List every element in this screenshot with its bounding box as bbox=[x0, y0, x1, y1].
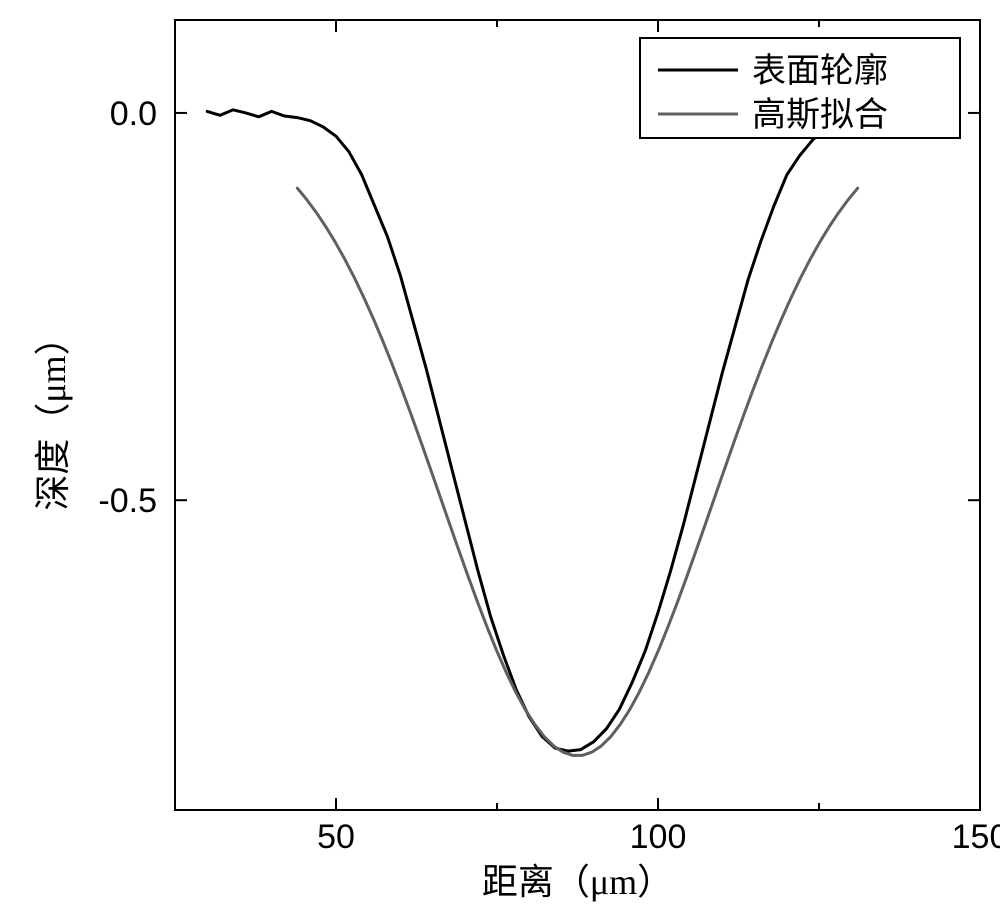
series-gaussian_fit bbox=[297, 188, 857, 755]
y-ticks-major bbox=[175, 113, 980, 500]
series-surface_profile bbox=[207, 110, 915, 751]
x-tick-label: 50 bbox=[317, 818, 355, 856]
x-tick-label: 100 bbox=[630, 818, 687, 856]
figure: 50 100 150 0.0 -0.5 距离（μm） 深度（μm） 表面轮廓高斯拟合 bbox=[0, 0, 1000, 910]
legend-label: 高斯拟合 bbox=[752, 96, 888, 134]
x-tick-label: 150 bbox=[952, 818, 1000, 856]
x-tick-labels: 50 100 150 bbox=[317, 818, 1000, 856]
y-axis-label: 深度（μm） bbox=[33, 319, 73, 510]
legend: 表面轮廓高斯拟合 bbox=[640, 38, 960, 138]
x-axis-label: 距离（μm） bbox=[482, 862, 673, 902]
legend-label: 表面轮廓 bbox=[752, 52, 888, 90]
y-tick-label: 0.0 bbox=[110, 95, 157, 133]
chart-series bbox=[207, 110, 915, 756]
line-chart: 50 100 150 0.0 -0.5 距离（μm） 深度（μm） 表面轮廓高斯拟合 bbox=[0, 0, 1000, 910]
y-tick-label: -0.5 bbox=[98, 482, 157, 520]
y-tick-labels: 0.0 -0.5 bbox=[98, 95, 157, 520]
